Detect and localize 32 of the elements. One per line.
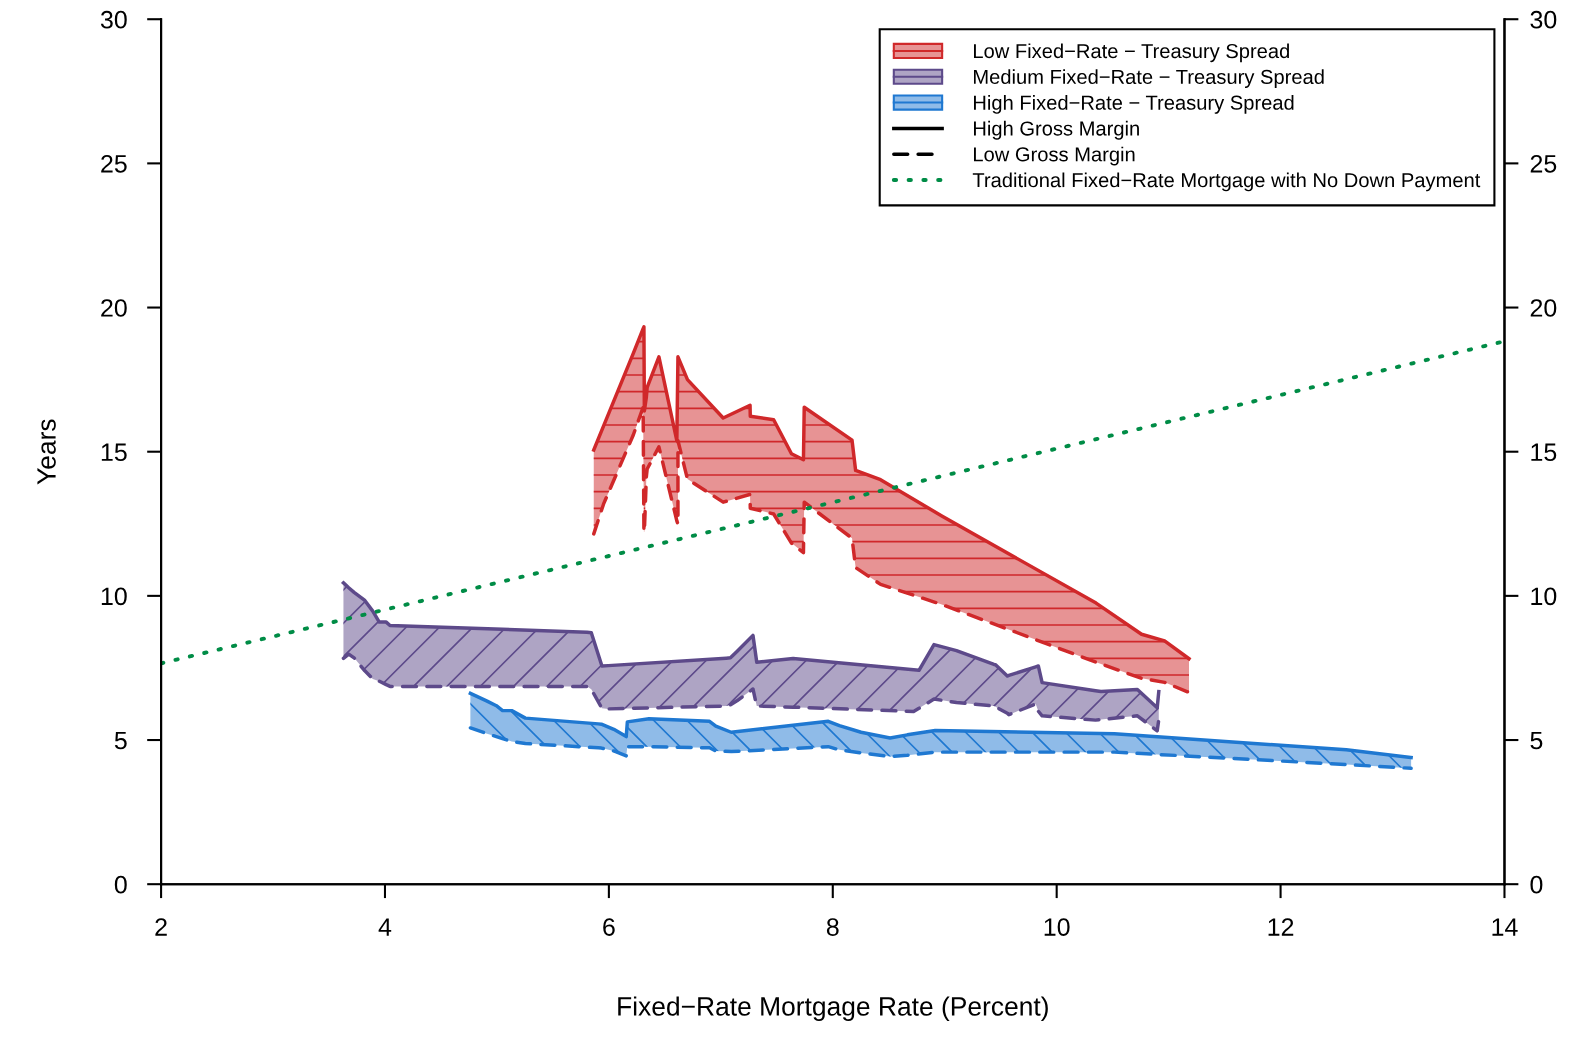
x-tick-label: 6	[603, 918, 615, 936]
legend-label: Traditional Fixed−Rate Mortgage with No Down Payment	[972, 172, 1481, 192]
y-tick-label: 25	[101, 154, 127, 173]
x-tick-label: 4	[378, 918, 392, 936]
legend-label: Medium Fixed−Rate − Treasury Spread	[974, 69, 1324, 88]
y2-tick-label: 0	[1530, 875, 1543, 894]
y-tick-label: 30	[100, 10, 127, 29]
x-tick-label: 10	[1044, 918, 1070, 936]
y-tick-label: 15	[101, 443, 127, 462]
legend-label: Low Gross Margin	[974, 146, 1135, 166]
y-axis-title: Years	[37, 419, 56, 485]
legend-label: Low Fixed−Rate − Treasury Spread	[974, 43, 1289, 63]
y2-tick-label: 30	[1530, 10, 1557, 29]
x-tick-label: 12	[1268, 918, 1294, 936]
x-tick-label: 8	[826, 918, 839, 936]
x-tick-label: 2	[155, 918, 167, 936]
y2-tick-label: 5	[1530, 731, 1543, 750]
line-series	[341, 581, 1161, 710]
x-tick-label: 14	[1492, 918, 1518, 936]
y2-tick-label: 25	[1530, 154, 1557, 173]
y2-tick-label: 20	[1530, 299, 1557, 317]
y-tick-label: 10	[101, 587, 127, 606]
line-series	[468, 726, 1413, 771]
legend-label: High Fixed−Rate − Treasury Spread	[974, 95, 1294, 114]
y2-tick-label: 15	[1531, 443, 1557, 462]
legend-label: High Gross Margin	[974, 120, 1139, 140]
line-series	[341, 652, 1161, 733]
y-tick-label: 0	[114, 875, 127, 894]
y-tick-label: 20	[101, 299, 127, 317]
x-axis-title: Fixed−Rate Mortgage Rate (Percent)	[618, 996, 1048, 1021]
y-tick-label: 5	[114, 731, 127, 750]
y2-tick-label: 10	[1531, 587, 1557, 606]
